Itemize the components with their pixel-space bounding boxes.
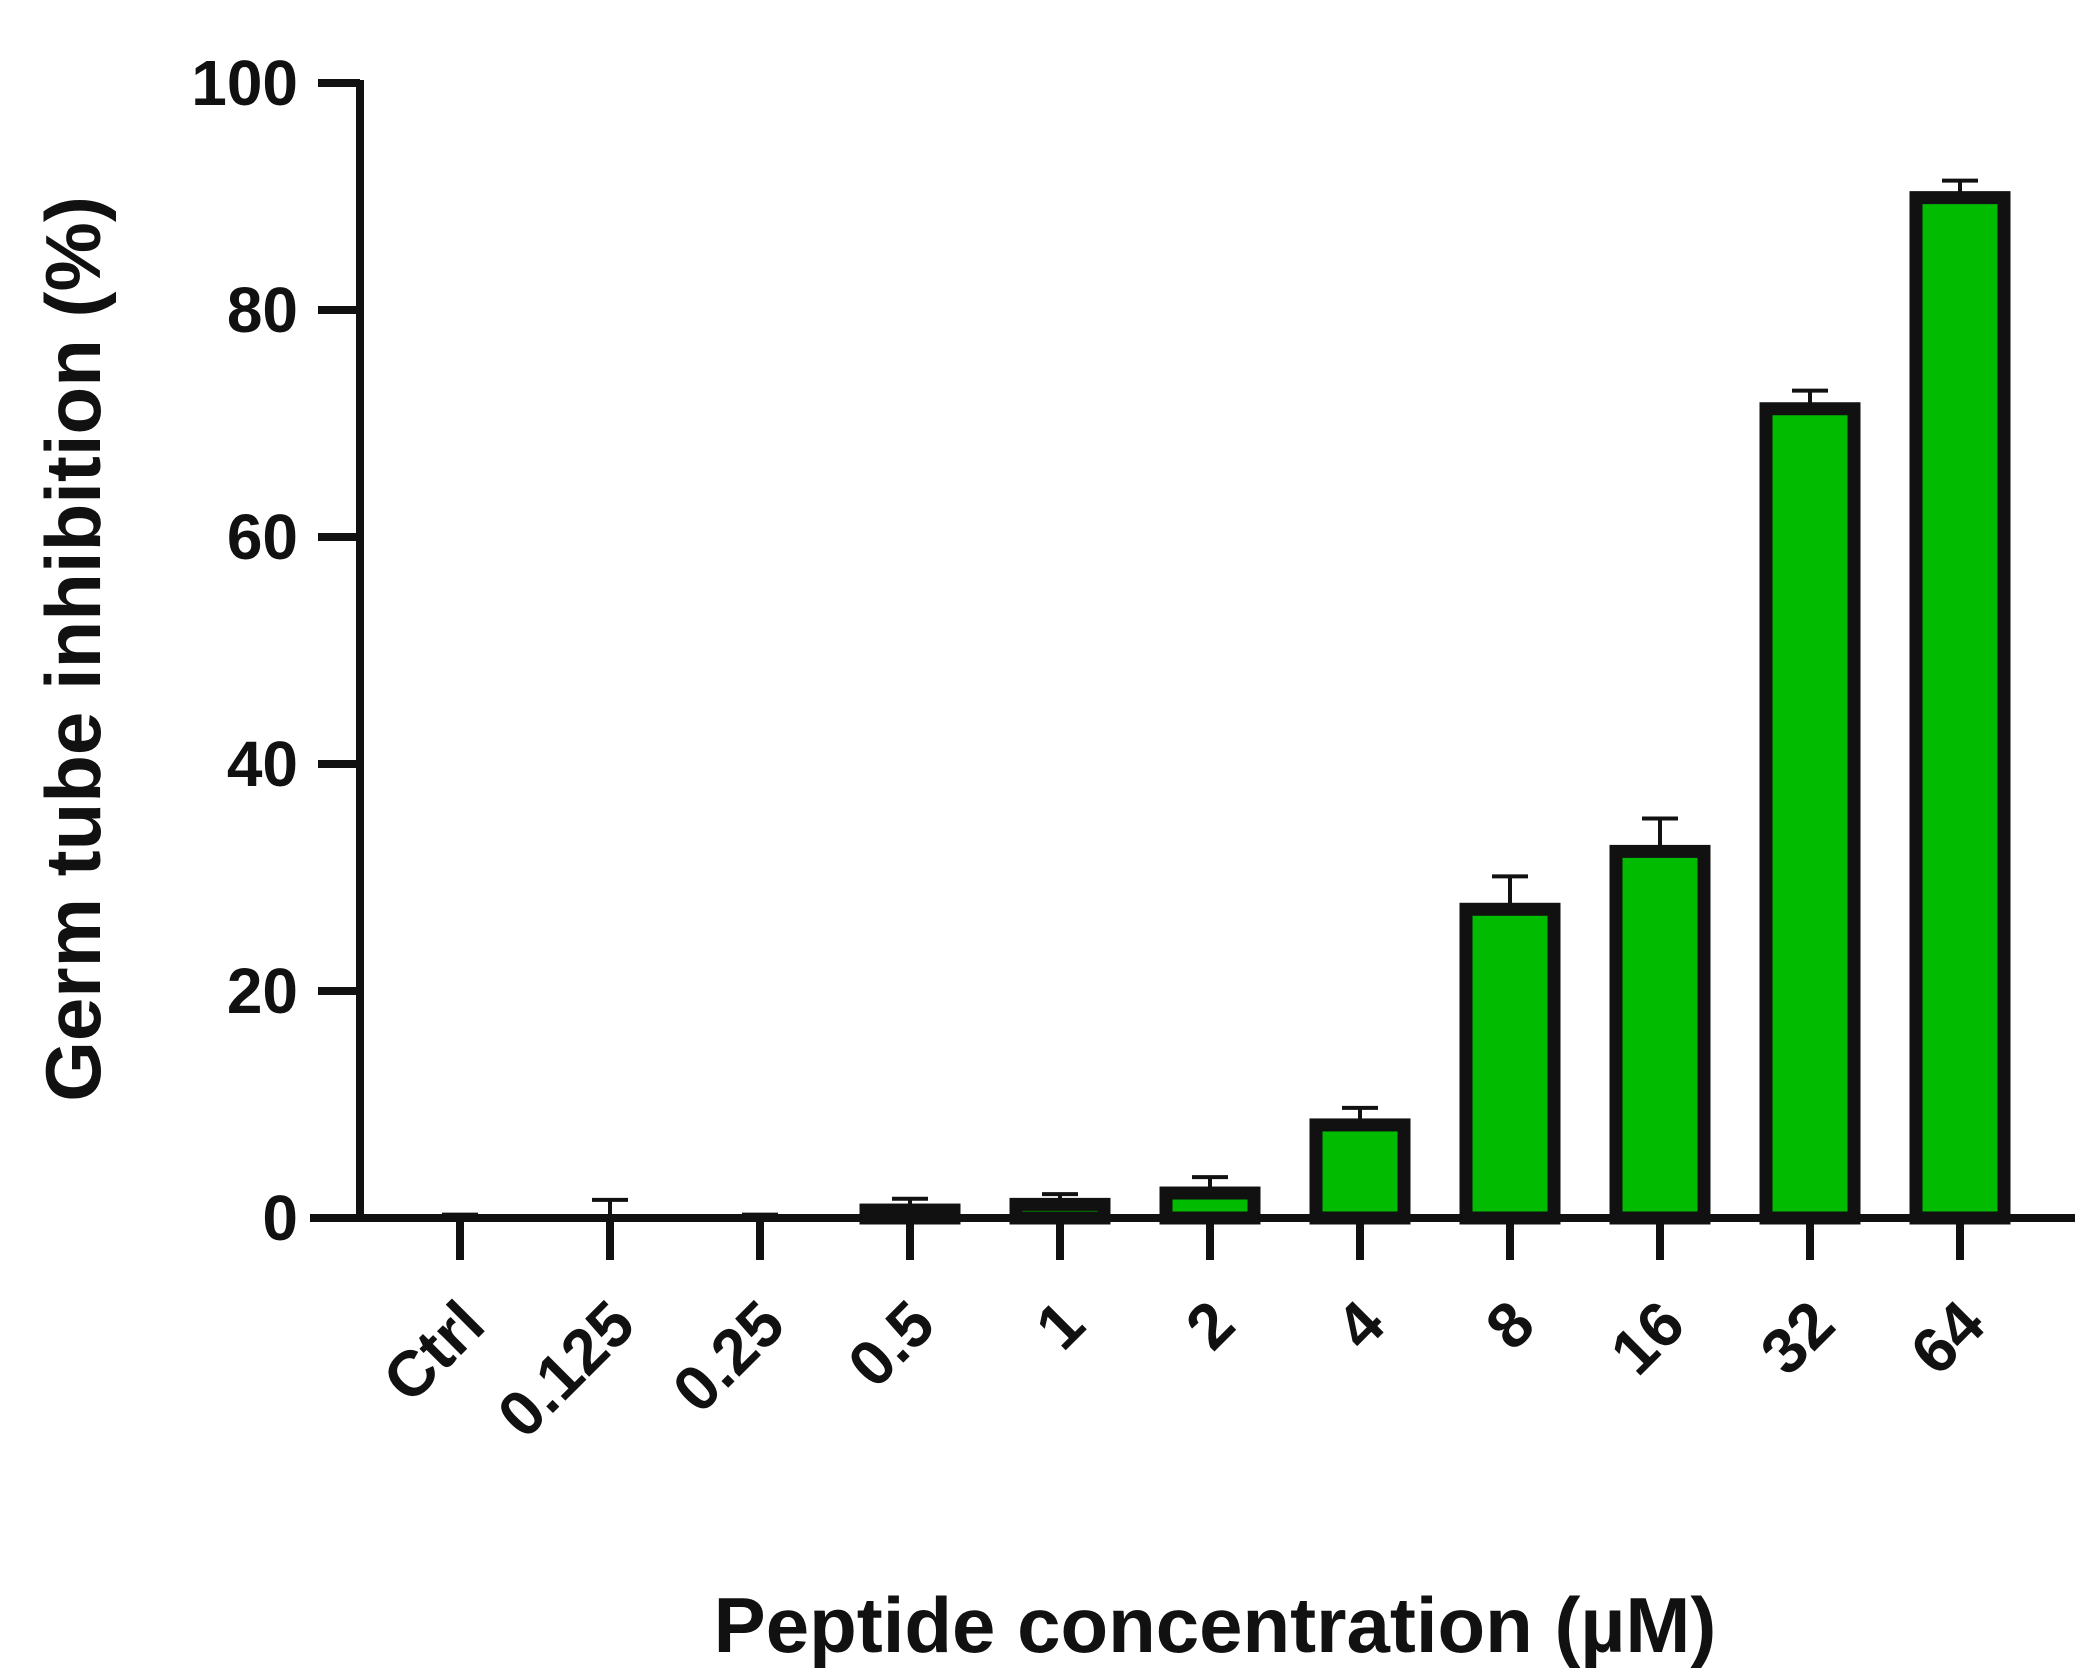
bar-32 [1759,402,1861,1225]
y-axis-ticks: 0 20 40 60 80 100 [191,47,360,1254]
x-tick-label: 0.125 [484,1287,648,1451]
bar-8 [1459,902,1561,1225]
error-bars-layer [442,178,1978,1218]
x-tick-label: 8 [1472,1287,1548,1363]
y-axis-title: Germ tube inhibition (%) [29,196,117,1102]
y-tick-label: 40 [227,728,298,800]
bars-layer [859,191,2011,1225]
x-tick-label: 4 [1322,1287,1398,1363]
y-tick-label: 80 [227,274,298,346]
y-tick-label: 60 [227,501,298,573]
bar-16 [1609,844,1711,1225]
y-tick-label: 0 [262,1182,298,1254]
y-tick-label: 100 [191,47,298,119]
x-tick-label: 0.5 [834,1287,948,1401]
bar-4 [1309,1118,1411,1225]
x-tick-label: 16 [1597,1287,1698,1388]
bar-64 [1909,191,2011,1225]
x-tick-label: 64 [1897,1287,1999,1389]
x-tick-label: 2 [1172,1287,1248,1363]
y-tick-label: 20 [227,955,298,1027]
x-tick-label: 32 [1747,1287,1848,1388]
x-tick-label: Ctrl [369,1287,498,1416]
x-tick-label: 1 [1022,1287,1098,1363]
x-axis-title: Peptide concentration (µM) [714,1581,1717,1669]
x-tick-label: 0.25 [659,1287,798,1426]
